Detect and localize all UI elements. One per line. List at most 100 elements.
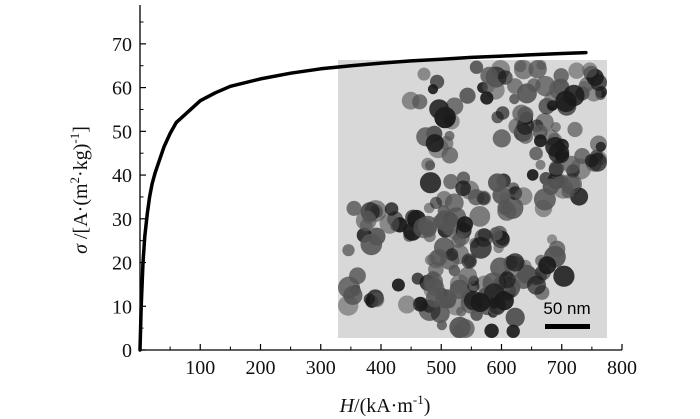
nanoparticle [417, 215, 438, 236]
nanoparticle [484, 323, 499, 338]
nanoparticle [509, 93, 520, 105]
nanoparticle [445, 248, 459, 261]
y-tick-label: 60 [112, 78, 132, 100]
nanoparticle [534, 134, 547, 148]
x-tick-label: 400 [366, 357, 396, 379]
nanoparticle [429, 196, 443, 209]
nanoparticle [455, 180, 471, 197]
nanoparticle [529, 146, 543, 161]
nanoparticle [482, 80, 495, 93]
nanoparticle [342, 244, 355, 257]
y-tick-label: 30 [112, 209, 132, 231]
nanoparticle [449, 316, 471, 338]
nanoparticle [446, 213, 459, 225]
nanoparticle [425, 288, 446, 308]
nanoparticle [384, 202, 399, 216]
x-axis-ticks: 100 200 300 400 500 600 700 800 [169, 344, 637, 379]
nanoparticle [568, 62, 585, 79]
nanoparticle [360, 233, 383, 256]
nanoparticle [444, 130, 455, 141]
y-tick-label: 10 [112, 296, 132, 318]
x-axis-title: H/(kA·m-1) [339, 392, 431, 417]
nanoparticle [469, 60, 484, 74]
nanoparticle [495, 106, 510, 120]
x-tick-label: 500 [426, 357, 456, 379]
nanoparticle [514, 187, 533, 206]
nanoparticle [505, 307, 525, 327]
nanoparticle [590, 74, 607, 91]
nanoparticle [349, 267, 366, 285]
nanoparticle [441, 146, 459, 164]
nanoparticle [474, 228, 494, 247]
nanoparticle [542, 178, 559, 195]
nanoparticle [507, 78, 523, 94]
nanoparticle [421, 157, 435, 171]
nanoparticle [427, 84, 439, 95]
nanoparticle [425, 134, 444, 153]
scale-bar [545, 324, 590, 329]
x-tick-label: 700 [547, 357, 577, 379]
nanoparticle [549, 160, 565, 176]
nanoparticle [546, 100, 558, 112]
nanoparticle [412, 94, 428, 110]
nanoparticle [536, 60, 547, 70]
nanoparticle [483, 283, 505, 304]
nanoparticle [497, 201, 517, 221]
nanoparticle [548, 142, 570, 164]
nanoparticle [526, 169, 539, 181]
nanoparticle [423, 230, 436, 243]
tem-inset-image: 50 nm [338, 59, 607, 338]
nanoparticle [527, 275, 546, 295]
y-tick-label: 20 [112, 253, 132, 275]
nanoparticle [538, 256, 557, 275]
nanoparticle [582, 62, 598, 78]
nanoparticle-cluster [338, 59, 607, 338]
nanoparticle [535, 75, 556, 97]
nanoparticle [595, 141, 606, 152]
nanoparticle [461, 253, 477, 269]
nanoparticle [403, 230, 415, 242]
nanoparticle [458, 266, 478, 286]
x-tick-label: 600 [487, 357, 517, 379]
nanoparticle [514, 60, 527, 73]
nanoparticle [567, 121, 583, 138]
nanoparticle [563, 84, 585, 107]
nanoparticle [343, 285, 363, 305]
nanoparticle [477, 192, 490, 205]
nanoparticle [430, 248, 448, 267]
nanoparticle [417, 67, 431, 81]
nanoparticle [492, 129, 511, 148]
nanoparticle [419, 172, 442, 194]
x-tick-label: 100 [185, 357, 215, 379]
nanoparticle [562, 155, 581, 174]
nanoparticle [505, 253, 525, 272]
y-tick-label: 70 [112, 34, 132, 56]
nanoparticle [517, 106, 534, 123]
nanoparticle [459, 87, 476, 104]
nanoparticle [448, 264, 461, 277]
y-axis-title: σ /[A·(m2·kg)-1] [67, 126, 92, 254]
nanoparticle [535, 159, 546, 170]
nanoparticle [469, 206, 491, 227]
y-axis-ticks: 0 10 20 30 40 50 60 70 [112, 21, 146, 362]
nanoparticle [492, 186, 511, 205]
nanoparticle [443, 174, 459, 190]
nanoparticle [363, 293, 376, 305]
nanoparticle [562, 175, 581, 194]
nanoparticle [516, 117, 534, 135]
x-tick-label: 300 [306, 357, 336, 379]
nanoparticle [398, 295, 416, 314]
nanoparticle [434, 106, 456, 129]
nanoparticle [498, 271, 516, 289]
scale-bar-label: 50 nm [543, 299, 590, 318]
nanoparticle [436, 320, 447, 331]
nanoparticle [379, 213, 400, 234]
y-tick-label: 40 [112, 165, 132, 187]
nanoparticle [584, 154, 599, 168]
y-tick-label: 50 [112, 121, 132, 143]
y-tick-label: 0 [122, 340, 132, 362]
series-line [138, 50, 588, 352]
nanoparticle [553, 265, 575, 287]
nanoparticle [480, 66, 498, 85]
nanoparticle [456, 306, 467, 317]
